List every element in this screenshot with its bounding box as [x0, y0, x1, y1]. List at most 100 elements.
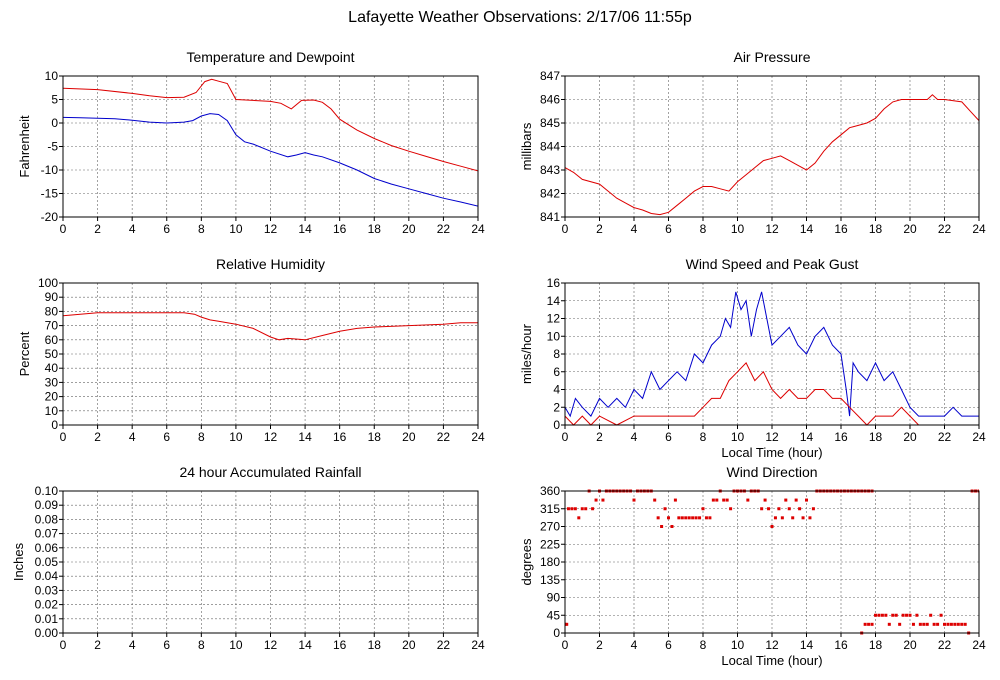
direction-ytick-label: 360	[540, 484, 560, 498]
humidity-xtick-label: 12	[264, 430, 278, 444]
temp-plot-frame	[62, 75, 479, 218]
direction-point	[584, 507, 588, 511]
direction-point	[894, 613, 898, 617]
humidity-xtick-label: 14	[298, 430, 312, 444]
humidity-ytick-label: 10	[45, 404, 59, 418]
pressure-xtick-label: 24	[972, 222, 986, 236]
rain-grid	[63, 491, 478, 633]
direction-point	[870, 622, 874, 626]
humidity-ytick-label: 100	[38, 276, 58, 290]
direction-ytick-label: 90	[547, 591, 561, 605]
direction-ytick-label: 270	[540, 520, 560, 534]
direction-point	[884, 613, 888, 617]
direction-point	[577, 516, 581, 520]
temp-xtick-label: 4	[129, 222, 136, 236]
direction-point	[922, 622, 926, 626]
direction-point	[770, 525, 774, 528]
direction-point	[963, 622, 967, 626]
direction-point	[711, 498, 715, 502]
temp-series-line-1	[63, 113, 478, 207]
direction-xtick-label: 18	[869, 638, 883, 652]
humidity-ytick-label: 40	[45, 361, 59, 375]
humidity-ylabel: Percent	[17, 331, 32, 376]
rain-ytick-label: 0.07	[35, 527, 59, 541]
page-title: Lafayette Weather Observations: 2/17/06 …	[348, 9, 692, 26]
direction-point	[694, 516, 698, 520]
direction-point	[670, 525, 674, 528]
direction-point	[936, 622, 940, 626]
direction-point	[680, 516, 684, 520]
direction-ytick-label: 45	[547, 608, 561, 622]
temp-ytick-label: -15	[41, 187, 59, 201]
direction-xtick-label: 8	[700, 638, 707, 652]
temp-xtick-label: 18	[368, 222, 382, 236]
wind-xtick-label: 12	[765, 430, 779, 444]
humidity-ytick-label: 90	[45, 290, 59, 304]
wind-ytick-label: 6	[553, 365, 560, 379]
humidity-series-line-0	[63, 312, 478, 341]
pressure-xtick-label: 14	[800, 222, 814, 236]
direction-point	[867, 622, 871, 626]
pressure-xtick-label: 20	[903, 222, 917, 236]
wind-ylabel: miles/hour	[519, 323, 534, 384]
direction-xlabel: Local Time (hour)	[721, 653, 822, 668]
direction-xtick-label: 6	[665, 638, 672, 652]
rain-xtick-label: 20	[402, 638, 416, 652]
direction-point	[653, 498, 657, 502]
rain-xtick-label: 0	[60, 638, 67, 652]
temp-xtick-label: 6	[163, 222, 170, 236]
direction-point	[863, 622, 867, 626]
pressure-ytick-label: 844	[540, 140, 560, 154]
humidity-xtick-label: 8	[198, 430, 205, 444]
pressure-xtick-label: 4	[631, 222, 638, 236]
pressure-xtick-label: 16	[834, 222, 848, 236]
wind-xtick-label: 6	[665, 430, 672, 444]
wind-plot-frame	[564, 282, 980, 426]
pressure-xtick-label: 18	[869, 222, 883, 236]
wind-ytick-label: 2	[553, 400, 560, 414]
humidity-xtick-label: 16	[333, 430, 347, 444]
direction-point	[570, 507, 574, 511]
rain-ytick-label: 0.10	[35, 484, 59, 498]
pressure-ytick-label: 847	[540, 69, 560, 83]
direction-ytick-label: 225	[540, 537, 560, 551]
direction-point	[915, 613, 919, 617]
humidity-xtick-label: 4	[129, 430, 136, 444]
wind-xtick-label: 14	[800, 430, 814, 444]
direction-point	[701, 507, 705, 511]
wind-series-line-0	[565, 291, 979, 418]
direction-xtick-label: 4	[631, 638, 638, 652]
direction-point	[943, 622, 946, 626]
direction-ytick-label: 135	[540, 573, 560, 587]
rain-xtick-label: 16	[333, 638, 347, 652]
direction-point	[565, 622, 569, 626]
direction-plot-frame	[564, 490, 980, 634]
wind-xtick-label: 2	[596, 430, 603, 444]
direction-xtick-label: 22	[938, 638, 952, 652]
temp-ytick-label: 5	[51, 93, 58, 107]
rain-xtick-label: 24	[471, 638, 485, 652]
rain-xtick-label: 6	[163, 638, 170, 652]
wind-xtick-label: 4	[631, 430, 638, 444]
humidity-ytick-label: 50	[45, 347, 59, 361]
wind-ytick-label: 10	[547, 329, 561, 343]
direction-point	[573, 507, 577, 511]
direction-point	[691, 516, 695, 520]
direction-point	[908, 613, 912, 617]
pressure-xtick-label: 8	[700, 222, 707, 236]
direction-point	[794, 498, 798, 502]
temp-ytick-label: -5	[47, 140, 58, 154]
direction-ytick-label: 315	[540, 502, 560, 516]
temp-xtick-label: 22	[437, 222, 451, 236]
direction-point	[784, 498, 788, 502]
direction-point	[777, 507, 781, 511]
pressure-grid	[565, 76, 979, 217]
pressure-xtick-label: 0	[562, 222, 569, 236]
pressure-ytick-label: 846	[540, 93, 560, 107]
direction-point	[939, 613, 943, 617]
pressure-title: Air Pressure	[733, 49, 810, 65]
humidity-ytick-label: 20	[45, 390, 59, 404]
direction-point	[911, 622, 915, 626]
